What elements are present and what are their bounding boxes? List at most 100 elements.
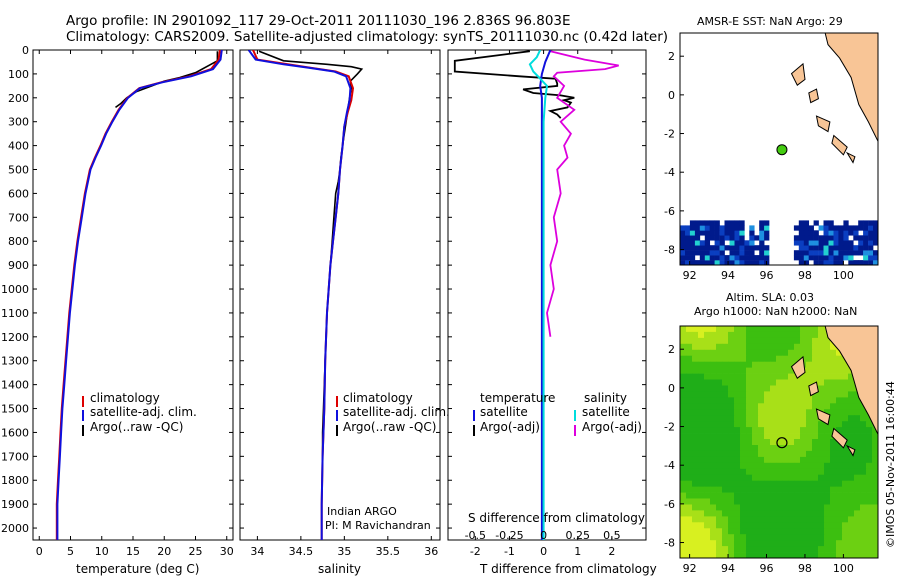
sla-cell [818, 504, 825, 511]
sst-cell [823, 250, 829, 256]
temp-ytick-label: 900 [8, 259, 29, 272]
sla-cell [728, 415, 735, 422]
sst-cell [813, 240, 819, 246]
sst-cell [714, 220, 720, 226]
sla-cell [710, 397, 717, 404]
sla-cell [740, 337, 747, 345]
sla-cell [842, 397, 849, 404]
sst-cell [848, 260, 854, 265]
sla-cell [752, 480, 759, 488]
sla-cell [716, 385, 723, 392]
sst-cell [823, 225, 829, 231]
sla-cell [704, 337, 711, 345]
sla-cell [722, 480, 729, 488]
sla-cell [752, 337, 759, 345]
sst-cell [843, 230, 849, 236]
sla-cell [830, 546, 837, 553]
sla-cell [830, 504, 837, 511]
sal-xtick-label: 35.5 [376, 545, 401, 558]
sla-cell [806, 361, 813, 369]
sla-cell [836, 546, 843, 553]
sst-cell [798, 245, 805, 251]
sla-cell [716, 486, 723, 493]
sla-cell [788, 361, 795, 369]
sla-cell [836, 552, 843, 558]
sla-cell [842, 474, 849, 482]
sst-cell [724, 230, 730, 236]
sla-cell [716, 480, 723, 488]
sla-cell [740, 468, 747, 476]
sla-cell [824, 427, 831, 434]
sst-cell [699, 245, 706, 251]
sst-cell [704, 235, 711, 241]
sla-cell [752, 456, 759, 464]
sla-cell [788, 397, 795, 404]
sst-cell [868, 245, 874, 251]
sla-cell [854, 492, 861, 499]
temp-xtick-label: 20 [157, 545, 171, 558]
sla-cell [764, 403, 771, 410]
sla-cell [722, 326, 729, 333]
sla-cell [806, 546, 813, 553]
sla-cell [776, 510, 783, 517]
temp-frame [32, 49, 234, 541]
sst-cell [694, 260, 701, 265]
sst-cell [843, 235, 849, 241]
sla-cell [734, 331, 741, 339]
sla-cell [794, 409, 801, 416]
sla-cell [776, 456, 783, 464]
sst-cell [744, 245, 750, 251]
sla-cell [800, 409, 807, 416]
sla-cell [686, 361, 693, 369]
sla-cell [788, 456, 795, 464]
sla-cell [740, 409, 747, 416]
sla-cell [746, 468, 753, 476]
sst-cell [853, 260, 859, 265]
sla-cell [770, 468, 777, 476]
sla-cell [806, 397, 813, 404]
sst-cell [828, 255, 834, 261]
sst-cell [823, 230, 829, 236]
sla-cell [794, 468, 801, 476]
sla-cell [680, 337, 687, 345]
sla-cell [848, 540, 855, 547]
sla-cell [824, 439, 831, 446]
sla-cell [842, 510, 849, 517]
sla-cell [854, 552, 861, 558]
diff-xtick-label: 2 [608, 545, 615, 558]
sst-cell [734, 260, 740, 265]
sst-cell [759, 260, 765, 265]
sla-cell [704, 546, 711, 553]
sla-cell [704, 540, 711, 547]
sla-cell [830, 439, 837, 446]
sst-cell [729, 250, 735, 256]
sla-cell [836, 480, 843, 488]
sla-cell [770, 510, 777, 517]
sst-cell [838, 250, 844, 256]
sla-cell [758, 498, 765, 505]
sla-cell [722, 427, 729, 434]
sla-cell [758, 415, 765, 422]
sla-cell [734, 510, 741, 517]
sla-cell [770, 415, 777, 422]
sla-cell [692, 552, 699, 558]
sla-cell [794, 522, 801, 529]
sla-cell [788, 480, 795, 488]
sst-cell [739, 260, 745, 265]
temp-xtick-label: 0 [36, 545, 43, 558]
sst-cell [798, 250, 805, 256]
sla-cell [758, 326, 765, 333]
sla-cell [842, 409, 849, 416]
sst-cell [803, 230, 810, 236]
sla-cell [776, 403, 783, 410]
sst-cell [828, 250, 834, 256]
sst-cell [680, 255, 686, 261]
sst-cell [719, 245, 725, 251]
sla-cell [782, 462, 789, 470]
sla-cell [710, 498, 717, 505]
sla-cell [800, 385, 807, 392]
sla-cell [860, 456, 867, 464]
sla-cell [716, 391, 723, 398]
temp-xtick-label: 5 [67, 545, 74, 558]
